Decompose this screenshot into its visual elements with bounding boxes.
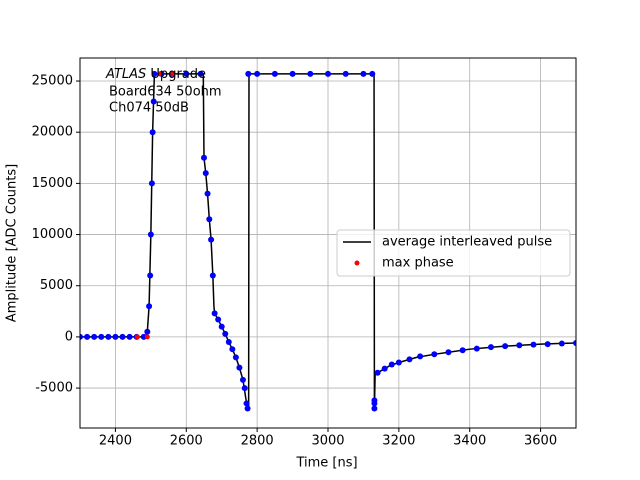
- y-tick-label: 20000: [32, 125, 73, 140]
- annotation: Ch074 50dB: [109, 101, 189, 116]
- sample-point: [271, 70, 278, 77]
- sample-point: [232, 354, 239, 361]
- sample-point: [140, 333, 147, 340]
- sample-point: [573, 340, 576, 347]
- x-tick-label: 3200: [382, 434, 415, 449]
- sample-point: [149, 129, 156, 136]
- axes-frame: [79, 57, 577, 429]
- sample-point: [112, 333, 119, 340]
- sample-point: [445, 349, 452, 356]
- sample-point: [80, 333, 83, 340]
- sample-point: [204, 190, 211, 197]
- sample-point: [487, 344, 494, 351]
- y-tick-label: 5000: [40, 278, 73, 293]
- max-phase-point: [144, 334, 150, 340]
- sample-point: [211, 310, 218, 317]
- plot-area: 2400 2600 2800 3000 3200 3400 3600 -5000 0 5000 10…: [32, 57, 577, 449]
- annotation-italic: ATLAS: [105, 67, 146, 82]
- sample-point: [150, 98, 157, 105]
- sample-point: [225, 339, 232, 346]
- sample-point: [544, 341, 551, 348]
- sample-point: [84, 333, 91, 340]
- sample-point: [119, 333, 126, 340]
- max-phase-point: [157, 71, 163, 77]
- sample-point: [202, 170, 209, 177]
- sample-point: [208, 236, 215, 243]
- sample-point: [148, 180, 155, 187]
- sample-point: [147, 272, 154, 279]
- sample-point: [206, 216, 213, 223]
- sample-point: [229, 346, 236, 353]
- sample-point: [395, 359, 402, 366]
- annotation-text: Upgrade: [150, 67, 206, 82]
- sample-point: [209, 272, 216, 279]
- sample-point: [289, 70, 296, 77]
- x-axis-label: Time [ns]: [295, 456, 357, 471]
- sample-point: [146, 303, 153, 310]
- sample-point: [406, 356, 413, 363]
- sample-point: [371, 397, 378, 404]
- sample-point: [369, 70, 376, 77]
- y-axis-label: Amplitude [ADC Counts]: [5, 164, 20, 322]
- y-tick-label: -5000: [35, 381, 73, 396]
- sample-point: [325, 70, 331, 77]
- legend-box: [336, 229, 571, 277]
- sample-point: [360, 70, 367, 77]
- sample-point: [201, 154, 207, 161]
- legend-label: max phase: [382, 256, 454, 271]
- sample-point: [254, 70, 261, 77]
- sample-point: [236, 364, 243, 371]
- x-tick-label: 3000: [311, 434, 344, 449]
- legend-label: average interleaved pulse: [382, 235, 552, 250]
- sample-point: [530, 341, 537, 348]
- sample-point: [126, 333, 133, 340]
- x-tick-label: 3400: [453, 434, 486, 449]
- sample-point: [243, 400, 250, 407]
- sample-point: [105, 333, 112, 340]
- sample-point: [151, 70, 158, 77]
- sample-point: [239, 376, 246, 383]
- sample-point: [241, 385, 248, 392]
- x-tick-label: 2800: [241, 434, 274, 449]
- x-tick-label: 2400: [99, 434, 132, 449]
- sample-point: [473, 345, 480, 352]
- sample-point: [388, 361, 395, 368]
- y-tick-label: 25000: [32, 74, 73, 89]
- sample-point: [222, 330, 229, 337]
- annotation: Board634 50ohm: [109, 85, 222, 100]
- sample-point: [98, 333, 105, 340]
- sample-point: [245, 70, 252, 77]
- sample-point: [218, 323, 225, 330]
- sample-point: [431, 351, 438, 358]
- sample-point: [215, 316, 222, 323]
- sample-point: [144, 328, 151, 335]
- annotation: ATLAS Upgrade: [105, 67, 206, 82]
- sample-point: [147, 231, 154, 238]
- sample-point: [197, 70, 204, 77]
- sample-point: [342, 70, 349, 77]
- sample-point: [516, 342, 523, 349]
- sample-point: [371, 405, 378, 412]
- y-tick-label: 0: [65, 329, 73, 344]
- x-tick-label: 3600: [524, 434, 557, 449]
- sample-point: [558, 340, 565, 347]
- y-tick-label: 10000: [32, 227, 73, 242]
- max-phase-point: [134, 334, 140, 340]
- sample-point: [381, 365, 388, 372]
- legend-marker: [354, 260, 360, 266]
- sample-point: [417, 353, 424, 360]
- sample-point: [183, 70, 190, 77]
- sample-point: [502, 343, 509, 350]
- x-tick-label: 2600: [170, 434, 203, 449]
- y-tick-label: 15000: [32, 176, 73, 191]
- sample-point: [244, 405, 251, 412]
- max-phase-point: [170, 71, 176, 77]
- sample-point: [307, 70, 314, 77]
- sample-point: [459, 347, 466, 354]
- sample-point: [374, 369, 381, 376]
- sample-point: [91, 333, 98, 340]
